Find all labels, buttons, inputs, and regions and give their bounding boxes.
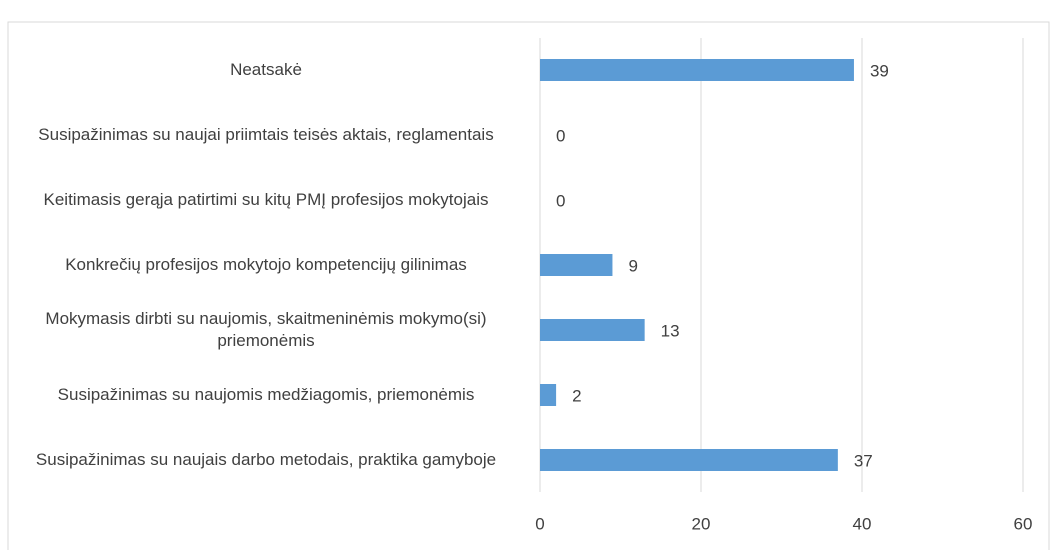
value-label: 13 [661,321,680,340]
y-tick-label: Mokymasis dirbti su naujomis, skaitmenin… [45,309,487,350]
chart-frame [7,21,1050,550]
x-tick-label: 20 [692,514,711,533]
y-tick-label: Neatsakė [230,60,302,79]
y-tick-label: Keitimasis gerąja patirtimi su kitų PMĮ … [43,190,489,209]
y-tick-label: Susipažinimas su naujomis medžiagomis, p… [57,385,475,404]
value-label: 2 [572,386,581,405]
bar [540,319,645,341]
bar [540,254,613,276]
x-tick-label: 40 [853,514,872,533]
value-label: 37 [854,451,873,470]
bar [540,449,838,471]
y-tick-label: Konkrečių profesijos mokytojo kompetenci… [65,255,467,274]
bar [540,59,854,81]
x-tick-label: 0 [535,514,544,533]
bar [540,384,557,406]
value-label: 0 [556,191,565,210]
y-tick-label: Susipažinimas su naujais darbo metodais,… [35,450,497,469]
y-tick-label: Susipažinimas su naujai priimtais teisės… [38,125,494,144]
value-label: 0 [556,126,565,145]
value-label: 39 [870,61,889,80]
value-label: 9 [628,256,637,275]
x-tick-label: 60 [1014,514,1033,533]
